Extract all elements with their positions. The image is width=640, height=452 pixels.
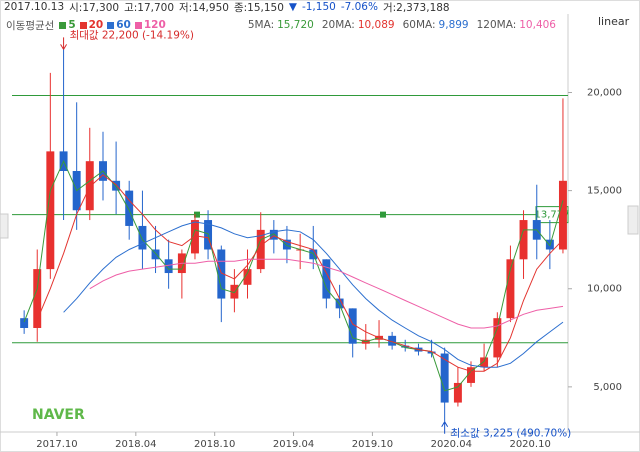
y-tick-label: 15,000	[587, 186, 622, 197]
legend-title: 이동평균선	[6, 19, 55, 32]
candle-body	[164, 259, 173, 274]
logo: NAVER	[32, 407, 85, 423]
x-tick-label: 2018.04	[115, 439, 156, 450]
legend-label: 20	[88, 19, 104, 31]
x-tick-label: 2020.10	[509, 439, 550, 450]
info-row: 2017.10.13 시:17,300 고:17,700 저:14,950 종:…	[4, 0, 455, 14]
ma-value: 10,406	[519, 19, 556, 31]
candle-body	[453, 382, 462, 403]
candle-body	[230, 284, 239, 299]
candle-body	[151, 249, 160, 260]
candle-body	[125, 190, 134, 226]
legend-label: 60	[116, 19, 131, 31]
y-tick-label: 5,000	[593, 382, 622, 393]
candle-body	[506, 259, 515, 319]
candle-body	[558, 180, 567, 250]
ma-name: 120MA:	[476, 19, 517, 31]
scroll-handle[interactable]	[627, 205, 639, 235]
line-handle	[380, 211, 386, 218]
change: -1,150	[301, 1, 336, 13]
candle-body	[190, 220, 199, 254]
change-pct: -7.06%	[340, 1, 378, 13]
legend: 이동평균선 5 20 60 120	[6, 18, 170, 32]
legend-item: 60	[107, 19, 131, 31]
candle-body	[256, 229, 265, 270]
x-tick-label: 2017.10	[36, 439, 77, 450]
candle-body	[112, 180, 121, 191]
ma-line	[23, 159, 564, 392]
ma-value: 10,089	[357, 19, 395, 31]
info-item: 시:17,300	[69, 1, 120, 14]
ma-line	[36, 174, 564, 372]
ma-name: 20MA:	[321, 19, 355, 31]
candle-body	[20, 318, 29, 328]
scroll-handle[interactable]	[0, 213, 9, 239]
x-tick-label: 2020.04	[431, 439, 472, 450]
candle-body	[33, 269, 42, 328]
candle-body	[401, 345, 410, 348]
legend-swatch	[79, 21, 87, 29]
x-tick-label: 2018.10	[194, 439, 235, 450]
price-box-label: 13,777	[535, 210, 570, 221]
info-item: 고:17,700	[124, 1, 174, 14]
scale-label: linear	[598, 15, 630, 28]
line-handle	[194, 211, 200, 218]
candle-body	[335, 298, 344, 309]
y-tick-label: 10,000	[587, 284, 622, 295]
legend-item: 20	[79, 19, 104, 31]
ma-value: 15,720	[277, 19, 314, 31]
annotation-label: 최소값 3,225 (490.70%)	[451, 428, 572, 440]
candle-body	[282, 239, 291, 250]
candle-body	[480, 357, 489, 368]
ma-legend: 5MA: 15,720 20MA: 10,089 60MA: 9,899 120MA: 10,…	[248, 18, 564, 32]
candle-body	[467, 367, 475, 383]
annotation-label: 최대값 22,200 (-14.19%)	[70, 29, 194, 41]
volume: 거:2,373,188	[382, 1, 450, 14]
candle-body	[388, 335, 397, 346]
annotation-arrow	[60, 37, 68, 50]
ma-name: 60MA:	[402, 19, 436, 31]
candle-body	[243, 269, 252, 285]
candle-body	[322, 259, 331, 299]
candle-body	[269, 229, 278, 240]
change-arrow: ▼	[288, 1, 297, 13]
y-tick-label: 20,000	[587, 87, 622, 98]
candle-body	[440, 353, 449, 403]
ma-line	[63, 221, 564, 368]
x-tick-label: 2019.10	[352, 439, 393, 450]
candle-body	[519, 220, 528, 260]
candle-body	[138, 225, 147, 250]
info-item: 종:15,150	[233, 1, 284, 14]
legend-swatch	[134, 21, 142, 29]
legend-label: 120	[143, 19, 166, 31]
legend-item: 5	[59, 19, 76, 31]
ma-value: 9,899	[438, 19, 469, 31]
candle-body	[46, 151, 55, 270]
ma-line	[89, 258, 564, 329]
ma-name: 5MA:	[247, 19, 275, 31]
legend-swatch	[107, 21, 115, 29]
x-tick-label: 2019.04	[273, 439, 314, 450]
legend-swatch	[59, 21, 67, 29]
legend-label: 5	[68, 19, 76, 31]
annotation-arrow	[441, 421, 449, 434]
candle-body	[348, 308, 357, 344]
date: 2017.10.13	[4, 1, 65, 13]
info-item: 저:14,950	[179, 1, 229, 14]
candle-body	[85, 161, 94, 211]
candle-body	[217, 249, 226, 299]
candle-body	[493, 318, 502, 358]
legend-item: 120	[134, 19, 166, 31]
